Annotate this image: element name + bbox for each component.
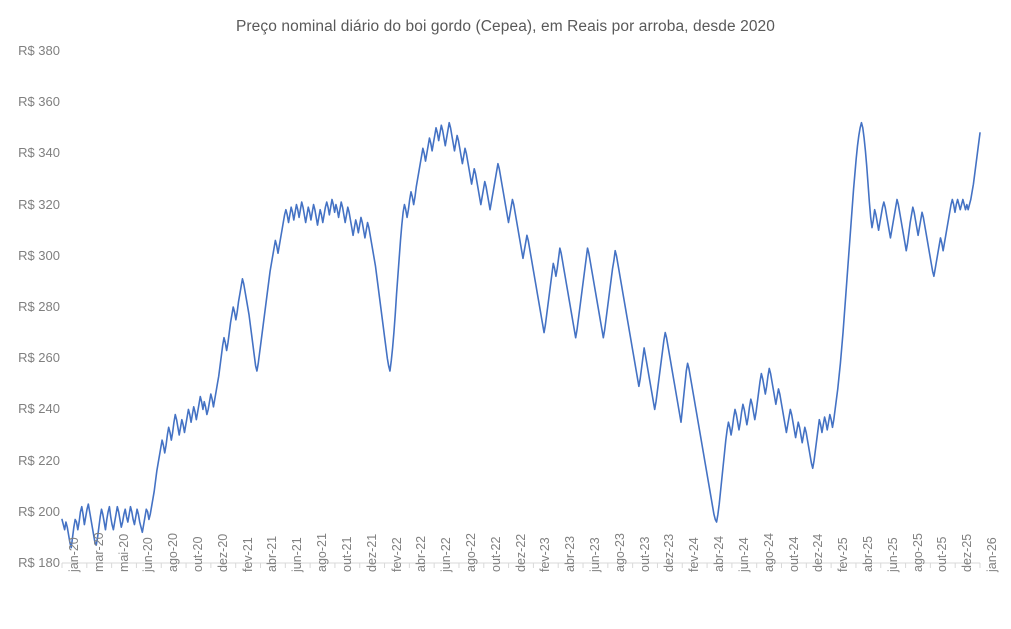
x-axis-tick-label: ago-24: [761, 533, 776, 572]
y-axis-tick-label: R$ 260: [18, 350, 60, 366]
chart-title: Preço nominal diário do boi gordo (Cepea…: [235, 18, 776, 35]
x-axis-tick-label: out-23: [637, 536, 652, 572]
y-axis-tick-label: R$ 240: [18, 401, 60, 417]
y-axis-tick-label: R$ 360: [18, 94, 60, 110]
x-axis-tick-label: abr-23: [563, 535, 578, 572]
x-axis-tick-label: dez-24: [811, 533, 826, 572]
y-axis-tick-label: R$ 180: [18, 555, 60, 570]
x-axis-tick-label: dez-22: [513, 533, 528, 572]
x-axis-tick-label: fev-25: [836, 537, 851, 572]
x-axis-tick-label: dez-21: [364, 533, 379, 572]
x-axis-tick-label: jun-24: [736, 537, 751, 572]
x-axis-tick-label: ago-20: [166, 533, 181, 572]
x-axis-tick-label: mai-20: [116, 533, 131, 572]
x-axis-tick-label: dez-20: [215, 533, 230, 572]
x-axis-tick-label: jun-20: [141, 537, 156, 572]
x-axis-tick-label: jun-22: [439, 537, 454, 572]
x-axis-tick-label: fev-24: [687, 537, 702, 572]
x-axis-tick-label: abr-24: [712, 535, 727, 572]
x-axis-tick-label: abr-22: [414, 535, 429, 572]
x-axis-tick-label: ago-25: [910, 533, 925, 572]
y-axis-tick-label: R$ 380: [18, 43, 60, 58]
x-axis-tick-label: abr-21: [265, 535, 280, 572]
x-axis-tick-label: out-25: [935, 536, 950, 572]
y-axis-tick-label: R$ 340: [18, 145, 60, 161]
x-axis-tick-label: dez-25: [960, 533, 975, 572]
x-axis-tick-label: fev-22: [389, 537, 404, 572]
price-line-series: [61, 121, 981, 549]
x-axis-tick-label: out-22: [488, 536, 503, 572]
x-axis-tick-label: jun-25: [885, 537, 900, 572]
x-axis-tick-label: dez-23: [662, 533, 677, 572]
price-line: [61, 121, 981, 549]
axis-lines: [61, 562, 981, 568]
x-axis-tick-label: jun-23: [588, 537, 603, 572]
y-axis-tick-label: R$ 300: [18, 247, 60, 263]
x-axis-tick-label: ago-23: [612, 533, 627, 572]
x-axis-tick-label: jan-26: [985, 537, 999, 572]
x-axis-tick-label: abr-25: [860, 535, 875, 572]
x-axis-tick-label: ago-22: [463, 533, 478, 572]
x-axis-tick-label: out-21: [339, 536, 354, 572]
x-axis-tick-label: fev-21: [240, 537, 255, 572]
y-axis-tick-label: R$ 220: [18, 452, 60, 468]
y-axis-tick-label: R$ 280: [18, 299, 60, 314]
y-axis-tick-label: R$ 320: [18, 196, 60, 212]
x-axis-tick-label: fev-23: [538, 537, 553, 572]
x-axis-tick-label: out-20: [191, 536, 206, 572]
x-axis-tick-label: mar-20: [91, 532, 106, 572]
x-axis-tick-label: out-24: [786, 536, 801, 572]
y-axis-tick-label: R$ 200: [18, 503, 60, 519]
x-axis-tick-label: jun-21: [290, 537, 305, 572]
x-axis-tick-label: ago-21: [315, 533, 330, 572]
x-axis-tick-label: jan-20: [67, 537, 81, 572]
